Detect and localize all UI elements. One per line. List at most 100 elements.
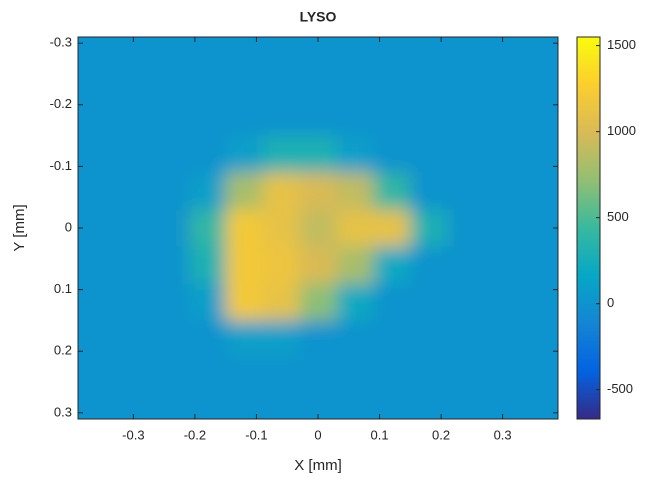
heat-cell bbox=[484, 172, 522, 211]
heat-cell bbox=[373, 135, 411, 174]
heat-cell bbox=[151, 61, 190, 100]
heat-cell bbox=[262, 283, 301, 321]
heat-cell bbox=[447, 172, 485, 211]
y-tick-label: -0.1 bbox=[50, 158, 72, 173]
heat-cell bbox=[262, 209, 301, 247]
heat-cell bbox=[188, 172, 227, 211]
heat-cell bbox=[188, 246, 227, 284]
heat-cell bbox=[484, 357, 522, 395]
heat-cell bbox=[262, 320, 301, 358]
heat-cell bbox=[484, 135, 522, 174]
heat-cell bbox=[114, 283, 153, 321]
heat-cell bbox=[336, 209, 374, 247]
heat-cell bbox=[262, 394, 301, 419]
heat-cell bbox=[262, 357, 301, 395]
heat-cell bbox=[484, 246, 522, 284]
heat-cell bbox=[336, 37, 374, 63]
heat-cell bbox=[78, 209, 116, 247]
heat-cell bbox=[188, 283, 227, 321]
heat-cell bbox=[484, 209, 522, 247]
heat-cell bbox=[299, 246, 337, 284]
heat-cell bbox=[151, 135, 190, 174]
heat-cell bbox=[151, 98, 190, 137]
heat-cell bbox=[114, 37, 153, 63]
colorbar-tick-label: 0 bbox=[607, 295, 614, 310]
colorbar-tick-label: 500 bbox=[607, 209, 629, 224]
heat-cell bbox=[410, 37, 448, 63]
y-tick-label: -0.3 bbox=[50, 35, 72, 50]
heat-cell bbox=[262, 172, 301, 211]
colorbar-tick-label: -500 bbox=[607, 381, 633, 396]
heat-cell bbox=[299, 135, 337, 174]
heat-cell bbox=[373, 209, 411, 247]
y-tick-label: 0.2 bbox=[54, 343, 72, 358]
heat-cell bbox=[521, 357, 558, 395]
heat-cell bbox=[373, 37, 411, 63]
x-tick-label: 0 bbox=[314, 427, 321, 442]
heat-cell bbox=[78, 135, 116, 174]
heat-cell bbox=[114, 98, 153, 137]
heat-cell bbox=[447, 135, 485, 174]
x-axis-label: X [mm] bbox=[294, 457, 342, 474]
heat-cell bbox=[151, 394, 190, 419]
heat-cell bbox=[521, 135, 558, 174]
heat-cell bbox=[78, 98, 116, 137]
heat-cell bbox=[521, 283, 558, 321]
heat-cell bbox=[225, 37, 264, 63]
y-tick-label: -0.2 bbox=[50, 96, 72, 111]
heat-cell bbox=[373, 357, 411, 395]
x-tick-label: -0.2 bbox=[184, 427, 206, 442]
heat-cell bbox=[262, 246, 301, 284]
heat-cell bbox=[188, 135, 227, 174]
x-tick-label: -0.1 bbox=[245, 427, 267, 442]
heat-cell bbox=[299, 61, 337, 100]
heat-cell bbox=[262, 135, 301, 174]
heat-cell bbox=[336, 61, 374, 100]
heat-cell bbox=[262, 37, 301, 63]
heat-cell bbox=[447, 357, 485, 395]
heat-cell bbox=[521, 98, 558, 137]
heat-cell bbox=[225, 246, 264, 284]
heat-cell bbox=[521, 394, 558, 419]
colorbar-tick-label: 1000 bbox=[607, 123, 636, 138]
heat-cell bbox=[336, 135, 374, 174]
heat-cell bbox=[151, 209, 190, 247]
heat-cell bbox=[484, 61, 522, 100]
heat-cell bbox=[225, 357, 264, 395]
heat-cell bbox=[114, 172, 153, 211]
heat-cell bbox=[410, 283, 448, 321]
heat-cell bbox=[78, 320, 116, 358]
heat-cell bbox=[410, 135, 448, 174]
x-tick-label: 0.2 bbox=[432, 427, 450, 442]
heat-cell bbox=[447, 246, 485, 284]
heat-cell bbox=[410, 61, 448, 100]
colorbar bbox=[576, 36, 601, 420]
heat-cell bbox=[188, 98, 227, 137]
heat-cell bbox=[447, 283, 485, 321]
x-tick-label: 0.3 bbox=[494, 427, 512, 442]
heat-cell bbox=[521, 246, 558, 284]
heat-cell bbox=[262, 98, 301, 137]
heat-cell bbox=[78, 357, 116, 395]
heat-cell bbox=[521, 37, 558, 63]
heat-cell bbox=[114, 320, 153, 358]
heat-cell bbox=[225, 61, 264, 100]
y-tick-label: 0.1 bbox=[54, 281, 72, 296]
heat-cell bbox=[299, 98, 337, 137]
heat-cell bbox=[336, 172, 374, 211]
heat-cell bbox=[151, 246, 190, 284]
heat-cell bbox=[410, 320, 448, 358]
heat-cell bbox=[151, 357, 190, 395]
heat-cell bbox=[78, 37, 116, 63]
heat-cell bbox=[410, 209, 448, 247]
heat-cell bbox=[225, 98, 264, 137]
heat-cell bbox=[336, 98, 374, 137]
heat-cell bbox=[78, 394, 116, 419]
heat-cell bbox=[336, 394, 374, 419]
x-tick-label: 0.1 bbox=[370, 427, 388, 442]
heat-cell bbox=[78, 283, 116, 321]
heat-cell bbox=[410, 172, 448, 211]
y-axis-label: Y [mm] bbox=[11, 204, 28, 251]
heat-cell bbox=[299, 283, 337, 321]
